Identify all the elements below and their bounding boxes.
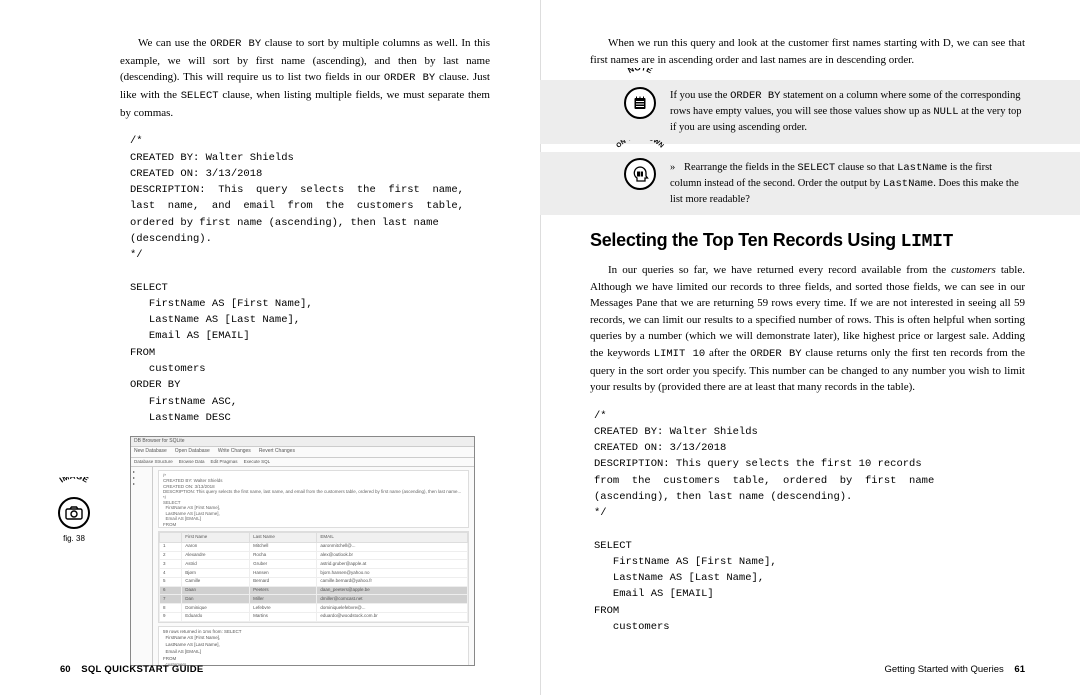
db-browser-screenshot: DB Browser for SQLite New DatabaseOpen D… [130,436,475,666]
image-arc-label: IMAGE [52,477,96,491]
own-arc-label: ON YOUR OWN [614,140,666,153]
ss-titlebar: DB Browser for SQLite [131,437,474,447]
head-book-icon [624,158,656,190]
own-badge: ON YOUR OWN [618,140,662,191]
chapter-title: Getting Started with Queries [884,664,1003,675]
code-block-left: /* CREATED BY: Walter Shields CREATED ON… [130,133,490,426]
own-callout: ON YOUR OWN »Rearrange the fields in the… [540,152,1080,216]
image-badge: IMAGE fig. 38 [52,477,96,545]
text: When we run this query and look at the c… [590,37,1025,66]
note-callout: NOTE If you use the ORDER BY statement o… [540,80,1080,144]
code-inline: ORDER BY [384,72,435,84]
page-number: 60 [60,664,71,675]
ss-lower: 59 rows returned in 1ms from: SELECT Fir… [158,626,469,667]
fig-label: fig. 38 [52,533,96,545]
ss-results: First NameLast NameEMAIL1AaronMitchellaa… [158,531,469,623]
text: We can use the [138,37,210,49]
code-inline: SELECT [181,90,219,102]
ss-tree: ▸▸▸ [131,467,153,665]
left-para1: We can use the ORDER BY clause to sort b… [120,35,490,121]
page-number: 61 [1014,664,1025,675]
right-para2: In our queries so far, we have returned … [590,262,1025,395]
page-left: We can use the ORDER BY clause to sort b… [0,0,540,695]
note-arc-label: NOTE [618,68,662,81]
heading-code: LIMIT [901,232,954,252]
notepad-icon [624,87,656,119]
section-heading: Selecting the Top Ten Records Using LIMI… [590,227,1025,256]
page-right: When we run this query and look at the c… [540,0,1080,695]
ss-tabs: Database StructureBrowse DataEdit Pragma… [131,458,474,467]
code-block-right: /* CREATED BY: Walter Shields CREATED ON… [594,408,1025,636]
svg-text:IMAGE: IMAGE [58,477,91,485]
footer-right: Getting Started with Queries 61 [884,663,1025,677]
own-text: »Rearrange the fields in the SELECT clau… [670,160,1025,208]
note-badge: NOTE [618,68,662,119]
svg-text:ON YOUR OWN: ON YOUR OWN [615,140,665,150]
book-title: SQL QUICKSTART GUIDE [81,664,203,675]
camera-icon [58,497,90,529]
code-inline: ORDER BY [210,38,261,50]
ss-sql-area: /* CREATED BY: Walter Shields CREATED ON… [158,470,469,528]
footer-left: 60 SQL QUICKSTART GUIDE [60,663,204,677]
ss-toolbar: New DatabaseOpen DatabaseWrite ChangesRe… [131,447,474,458]
svg-text:NOTE: NOTE [626,68,654,75]
note-text: If you use the ORDER BY statement on a c… [670,88,1025,136]
heading-text: Selecting the Top Ten Records Using [590,230,901,250]
right-para1: When we run this query and look at the c… [590,35,1025,68]
